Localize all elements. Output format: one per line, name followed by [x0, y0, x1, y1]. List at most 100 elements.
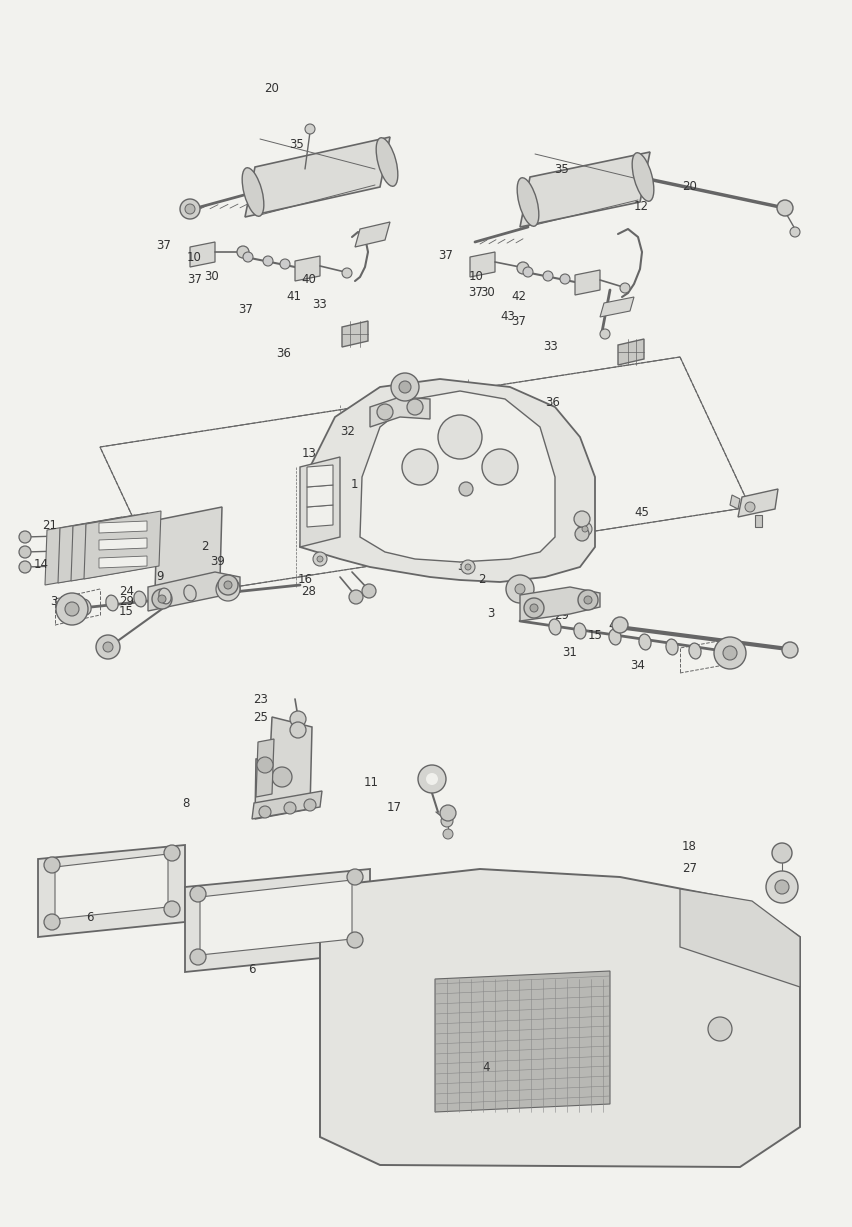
Polygon shape	[435, 971, 609, 1112]
Polygon shape	[60, 528, 108, 539]
Ellipse shape	[184, 585, 196, 601]
Circle shape	[774, 880, 788, 894]
Circle shape	[744, 502, 754, 512]
Polygon shape	[73, 560, 121, 572]
Text: 43: 43	[499, 310, 515, 323]
Circle shape	[152, 589, 172, 609]
Circle shape	[303, 799, 315, 811]
Ellipse shape	[549, 620, 561, 634]
Circle shape	[581, 526, 587, 533]
Circle shape	[256, 757, 273, 773]
Circle shape	[574, 528, 589, 541]
Polygon shape	[618, 339, 643, 364]
Text: 29: 29	[118, 595, 134, 607]
Polygon shape	[300, 379, 595, 582]
Circle shape	[515, 584, 524, 594]
Text: 44: 44	[607, 620, 623, 632]
Text: 13: 13	[301, 448, 316, 460]
Text: 15: 15	[587, 629, 602, 642]
Text: 6: 6	[248, 963, 255, 975]
Text: 36: 36	[275, 347, 291, 360]
Text: 12: 12	[633, 200, 648, 212]
Circle shape	[377, 404, 393, 420]
Circle shape	[442, 829, 452, 839]
Circle shape	[401, 449, 437, 485]
Circle shape	[523, 598, 544, 618]
Circle shape	[789, 227, 799, 237]
Polygon shape	[295, 256, 320, 281]
Text: 15: 15	[118, 605, 134, 617]
Circle shape	[237, 245, 249, 258]
Circle shape	[259, 806, 271, 818]
Circle shape	[578, 521, 591, 536]
Text: 41: 41	[286, 291, 302, 303]
Text: 29: 29	[553, 610, 568, 622]
Text: 3: 3	[486, 607, 493, 620]
Circle shape	[243, 252, 253, 263]
Text: 10: 10	[187, 252, 202, 264]
Circle shape	[390, 373, 418, 401]
Circle shape	[560, 274, 569, 283]
Text: 34: 34	[50, 595, 66, 607]
Text: 22: 22	[391, 458, 406, 470]
Polygon shape	[354, 222, 389, 247]
Text: 45: 45	[633, 507, 648, 519]
Text: 7: 7	[265, 784, 272, 796]
Text: 27: 27	[681, 863, 696, 875]
Circle shape	[771, 843, 791, 863]
Polygon shape	[679, 890, 799, 987]
Ellipse shape	[376, 137, 397, 187]
Text: 19: 19	[502, 507, 517, 519]
Circle shape	[317, 556, 323, 562]
Circle shape	[399, 382, 411, 393]
Circle shape	[458, 482, 473, 496]
Polygon shape	[190, 242, 215, 267]
Ellipse shape	[516, 178, 538, 226]
Polygon shape	[599, 297, 633, 317]
Circle shape	[460, 560, 475, 574]
Circle shape	[158, 595, 166, 602]
Circle shape	[516, 263, 528, 274]
Circle shape	[611, 617, 627, 633]
Circle shape	[164, 845, 180, 861]
Text: 30: 30	[480, 286, 495, 298]
Text: 6: 6	[86, 912, 93, 924]
Circle shape	[44, 914, 60, 930]
Circle shape	[440, 815, 452, 827]
Circle shape	[218, 575, 238, 595]
Circle shape	[96, 636, 120, 659]
Polygon shape	[251, 791, 321, 818]
Polygon shape	[86, 558, 134, 571]
Text: 20: 20	[681, 180, 696, 193]
Polygon shape	[99, 537, 147, 550]
Ellipse shape	[134, 591, 146, 607]
Text: 34: 34	[630, 659, 645, 671]
Circle shape	[19, 561, 31, 573]
Text: 2: 2	[478, 573, 485, 585]
Text: 14: 14	[33, 558, 49, 571]
Circle shape	[529, 604, 538, 612]
Circle shape	[190, 886, 206, 902]
Polygon shape	[71, 513, 148, 582]
Polygon shape	[38, 845, 185, 937]
Polygon shape	[199, 880, 352, 955]
Polygon shape	[360, 391, 555, 562]
Circle shape	[19, 546, 31, 558]
Text: 24: 24	[118, 585, 134, 598]
Polygon shape	[729, 494, 740, 509]
Circle shape	[505, 575, 533, 602]
Polygon shape	[155, 507, 222, 591]
Text: 38: 38	[457, 561, 472, 573]
Circle shape	[722, 645, 736, 660]
Polygon shape	[73, 542, 121, 555]
Circle shape	[406, 399, 423, 415]
Text: 36: 36	[544, 396, 560, 409]
Text: 30: 30	[204, 270, 219, 282]
Circle shape	[584, 596, 591, 604]
Text: 16: 16	[297, 573, 313, 585]
Circle shape	[481, 449, 517, 485]
Circle shape	[713, 637, 746, 669]
Text: 1: 1	[350, 479, 357, 491]
Ellipse shape	[688, 643, 700, 659]
Ellipse shape	[638, 634, 650, 650]
